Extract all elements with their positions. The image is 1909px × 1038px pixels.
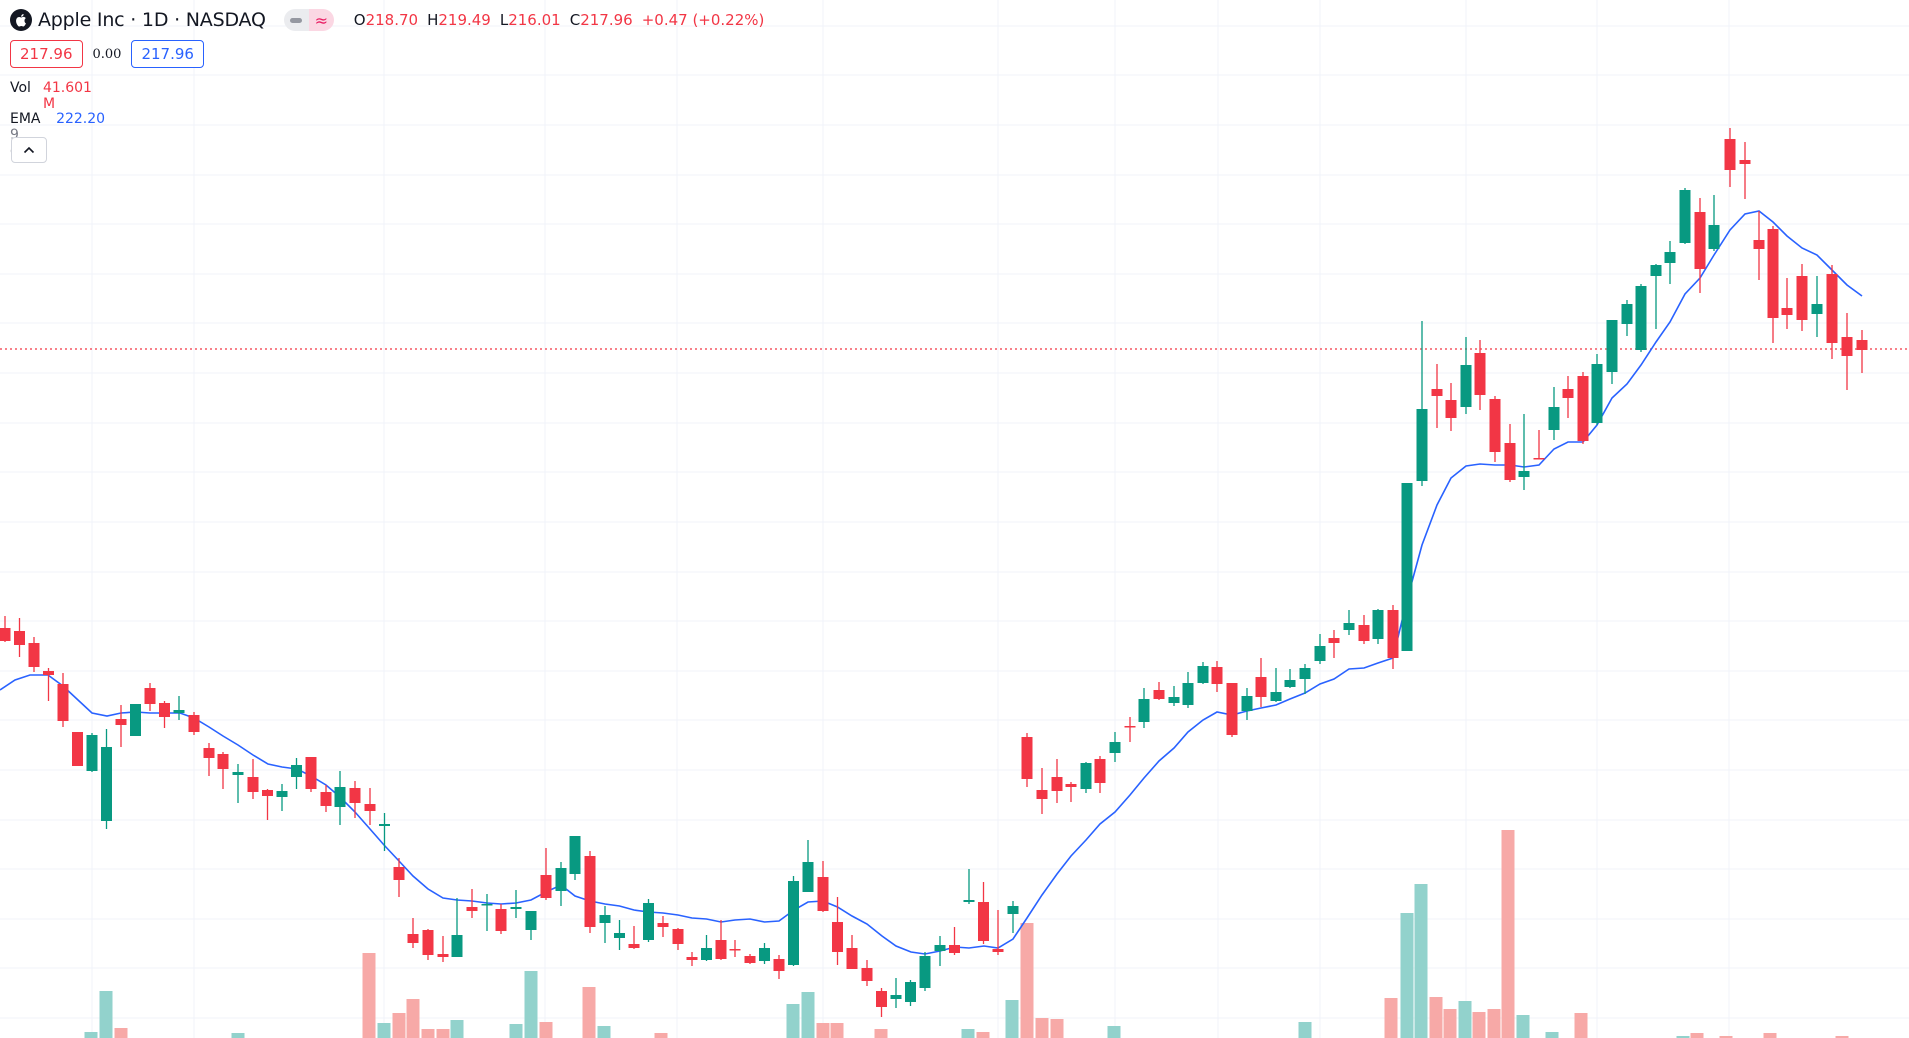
candlesticks [0, 128, 1868, 1017]
open-value: 218.70 [365, 11, 419, 29]
market-status-pill[interactable]: ≈ [283, 9, 334, 31]
delayed-data-icon: ≈ [308, 9, 334, 31]
buy-button[interactable]: 217.96 [131, 40, 204, 68]
volume-bars [84, 830, 1849, 1038]
ema-indicator-name: EMA [10, 111, 41, 127]
low-label: L [499, 11, 509, 29]
ema-indicator-value: 222.20 [56, 111, 106, 127]
chevron-up-icon [23, 146, 35, 154]
high-label: H [427, 11, 439, 29]
low-value: 216.01 [508, 11, 561, 29]
sell-button[interactable]: 217.96 [10, 40, 83, 68]
open-label: O [353, 11, 366, 29]
ema-line [0, 210, 1863, 955]
volume-indicator-legend[interactable]: Vol 41.601 M [10, 80, 92, 112]
volume-indicator-name: Vol [10, 80, 31, 96]
close-value: 217.96 [580, 11, 633, 29]
market-closed-icon [283, 9, 309, 31]
spread-value: 0.00 [92, 46, 122, 62]
symbol-title[interactable]: Apple Inc · 1D · NASDAQ [38, 9, 266, 31]
apple-logo-icon [10, 9, 32, 31]
symbol-row: Apple Inc · 1D · NASDAQ ≈ O218.70 H219.4… [10, 8, 764, 32]
change-value: +0.47 (+0.22%) [641, 11, 765, 29]
volume-indicator-value: 41.601 M [42, 80, 92, 112]
ohlc-values: O218.70 H219.49 L216.01 C217.96 +0.47 (+… [354, 11, 765, 29]
trade-row: 217.96 0.00 217.96 [10, 40, 204, 68]
high-value: 219.49 [438, 11, 491, 29]
close-label: C [569, 11, 581, 29]
collapse-legend-button[interactable] [11, 137, 47, 163]
